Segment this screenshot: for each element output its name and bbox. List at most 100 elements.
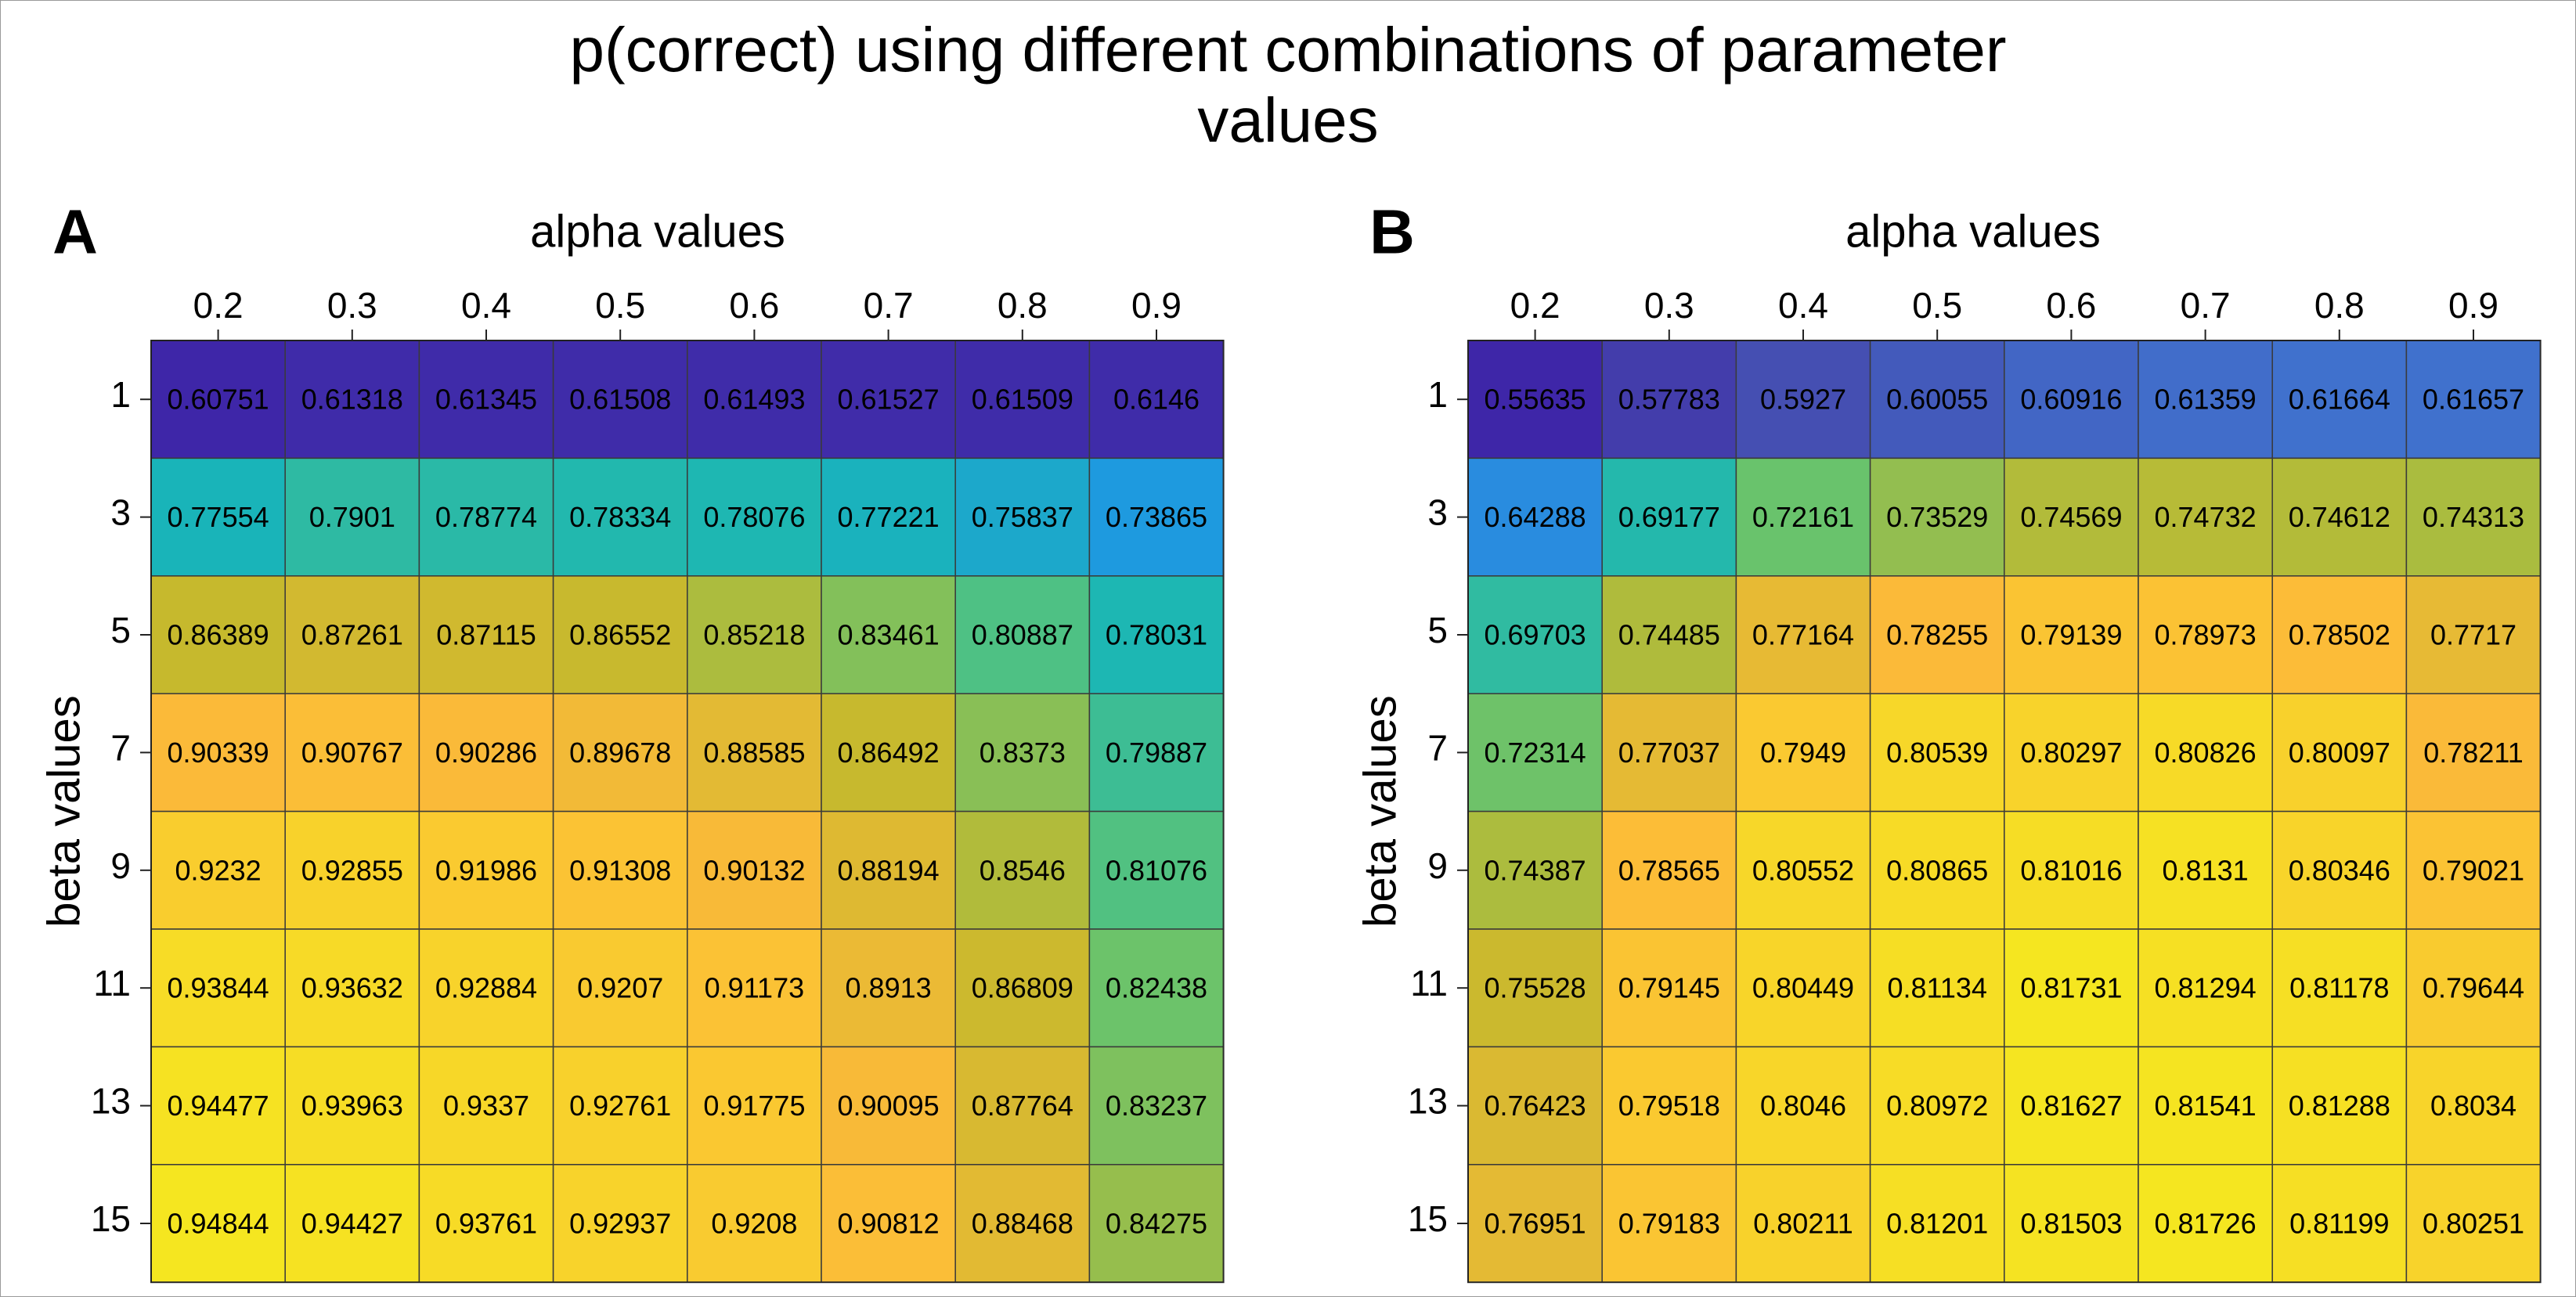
cell-value-label: 0.8034 <box>2430 1090 2516 1122</box>
heatmap-cell <box>1601 810 1737 930</box>
heatmap-cell <box>1467 1046 1603 1165</box>
cell-value-label: 0.93632 <box>301 972 403 1004</box>
cell-value-label: 0.5927 <box>1760 384 1846 416</box>
x-tick-label: 0.4 <box>461 285 511 326</box>
heatmap-cell <box>821 693 956 812</box>
cell-value-label: 0.80826 <box>2155 737 2257 769</box>
cell-value-label: 0.60916 <box>2020 384 2122 416</box>
cell-value-label: 0.93963 <box>301 1090 403 1122</box>
cell-value-label: 0.77221 <box>838 501 940 533</box>
heatmap-cell <box>2405 1164 2542 1283</box>
heatmap-cell <box>2138 575 2273 694</box>
y-tick-label: 15 <box>1408 1198 1448 1239</box>
cell-value-label: 0.55635 <box>1485 384 1586 416</box>
heatmap-cell <box>552 1046 688 1165</box>
heatmap-cell <box>2271 340 2408 459</box>
heatmap-cell <box>284 693 420 812</box>
cell-value-label: 0.73529 <box>1886 501 1988 533</box>
x-tick-label: 0.5 <box>1912 285 1962 326</box>
cell-value-label: 0.90812 <box>838 1208 940 1240</box>
heatmap-cell <box>418 693 554 812</box>
heatmap-cell <box>284 810 420 930</box>
cell-value-label: 0.69703 <box>1485 619 1586 651</box>
y-axis-label: beta values <box>39 695 90 928</box>
cell-value-label: 0.83237 <box>1106 1090 1207 1122</box>
heatmap-cell <box>150 1046 286 1165</box>
cell-value-label: 0.77164 <box>1752 619 1854 651</box>
heatmap-cell <box>687 693 822 812</box>
y-tick-label: 1 <box>110 374 131 415</box>
cell-value-label: 0.6146 <box>1113 384 1200 416</box>
cell-value-label: 0.91173 <box>705 972 804 1004</box>
cell-value-label: 0.79139 <box>2020 619 2122 651</box>
heatmap-cell <box>1869 340 2005 459</box>
cell-value-label: 0.86809 <box>972 972 1073 1004</box>
heatmap-cell <box>1088 810 1225 930</box>
heatmap-cell <box>1467 1164 1603 1283</box>
cell-value-label: 0.79183 <box>1618 1208 1720 1240</box>
cell-value-label: 0.87764 <box>972 1090 1073 1122</box>
heatmap-cell <box>1601 1046 1737 1165</box>
cell-value-label: 0.75528 <box>1485 972 1586 1004</box>
y-tick-label: 15 <box>91 1198 131 1239</box>
heatmap-cell <box>1088 928 1225 1048</box>
cell-value-label: 0.86389 <box>168 619 269 651</box>
heatmap-cell <box>821 340 956 459</box>
x-tick-label: 0.8 <box>2314 285 2365 326</box>
cell-value-label: 0.90767 <box>301 737 403 769</box>
cell-value-label: 0.81288 <box>2289 1090 2390 1122</box>
heatmap-cell <box>552 457 688 577</box>
cell-value-label: 0.77037 <box>1618 737 1720 769</box>
cell-value-label: 0.91308 <box>569 854 671 886</box>
cell-value-label: 0.88468 <box>972 1208 1073 1240</box>
cell-value-label: 0.81076 <box>1106 854 1207 886</box>
heatmap-cell <box>2271 693 2408 812</box>
y-tick-label: 3 <box>110 492 131 533</box>
x-tick-label: 0.7 <box>2181 285 2231 326</box>
cell-value-label: 0.78076 <box>703 501 805 533</box>
y-tick-label: 5 <box>110 610 131 650</box>
heatmap-cell <box>954 810 1091 930</box>
heatmap-cell <box>1869 928 2005 1048</box>
cell-value-label: 0.80972 <box>1886 1090 1988 1122</box>
cell-value-label: 0.89678 <box>569 737 671 769</box>
heatmap-cell <box>552 928 688 1048</box>
x-tick-label: 0.8 <box>998 285 1048 326</box>
cell-value-label: 0.88194 <box>838 854 940 886</box>
cell-value-label: 0.80346 <box>2289 854 2390 886</box>
heatmap-cell <box>284 457 420 577</box>
heatmap-cell <box>1601 1164 1737 1283</box>
cell-value-label: 0.60055 <box>1886 384 1988 416</box>
heatmap-cell <box>1869 810 2005 930</box>
heatmap-cell <box>2004 575 2139 694</box>
cell-value-label: 0.87261 <box>301 619 403 651</box>
cell-value-label: 0.79518 <box>1618 1090 1720 1122</box>
cell-value-label: 0.93844 <box>168 972 269 1004</box>
cell-value-label: 0.80251 <box>2423 1208 2524 1240</box>
cell-value-label: 0.81201 <box>1886 1208 1988 1240</box>
cell-value-label: 0.73865 <box>1106 501 1207 533</box>
cell-value-label: 0.78031 <box>1106 619 1207 651</box>
heatmap-cell <box>284 1046 420 1165</box>
heatmap-cell <box>1735 575 1871 694</box>
cell-value-label: 0.83461 <box>838 619 940 651</box>
cell-value-label: 0.78973 <box>2155 619 2257 651</box>
cell-value-label: 0.81726 <box>2155 1208 2257 1240</box>
cell-value-label: 0.93761 <box>435 1208 537 1240</box>
cell-value-label: 0.61318 <box>301 384 403 416</box>
y-tick-label: 7 <box>110 727 131 768</box>
heatmap-cell <box>2138 928 2273 1048</box>
cell-value-label: 0.7949 <box>1760 737 1846 769</box>
cell-value-label: 0.86552 <box>569 619 671 651</box>
x-tick-label: 0.4 <box>1778 285 1828 326</box>
cell-value-label: 0.81016 <box>2020 854 2122 886</box>
y-tick-label: 7 <box>1427 727 1448 768</box>
heatmap-cell <box>1088 1046 1225 1165</box>
heatmap-cell <box>552 1164 688 1283</box>
cell-value-label: 0.84275 <box>1106 1208 1207 1240</box>
cell-value-label: 0.79644 <box>2423 972 2524 1004</box>
cell-value-label: 0.80539 <box>1886 737 1988 769</box>
y-tick-label: 9 <box>1427 845 1448 886</box>
cell-value-label: 0.72161 <box>1752 501 1854 533</box>
